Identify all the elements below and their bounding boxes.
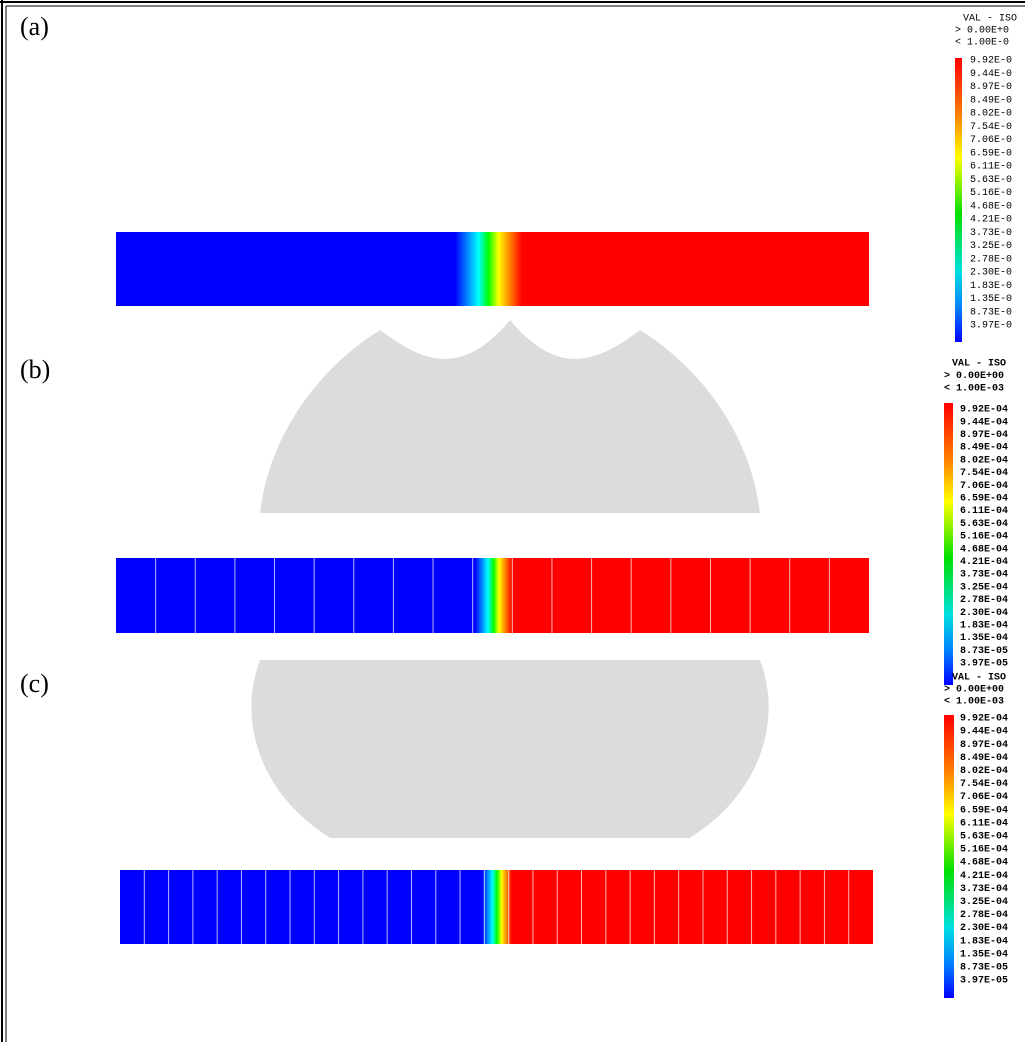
legend-level: 9.92E-0: [970, 56, 1012, 67]
legend-level: 3.73E-04: [960, 884, 1008, 895]
legend-level: 3.73E-0: [970, 228, 1012, 239]
legend-level: 8.73E-0: [970, 307, 1012, 318]
panel-label: (b): [20, 355, 50, 384]
legend-level: 3.25E-04: [960, 582, 1008, 593]
legend-level: 2.30E-04: [960, 608, 1008, 619]
legend-level: 3.97E-05: [960, 659, 1008, 670]
legend-level: 7.54E-04: [960, 779, 1008, 790]
legend-level: 4.68E-04: [960, 544, 1008, 555]
legend-level: 3.25E-04: [960, 897, 1008, 908]
contour-bar: [116, 558, 869, 633]
legend-range: > 0.00E+00: [944, 685, 1004, 696]
legend-level: 8.02E-0: [970, 109, 1012, 120]
legend-level: 8.73E-05: [960, 963, 1008, 974]
legend-level: 8.49E-04: [960, 443, 1008, 454]
legend-title: VAL - ISO: [952, 359, 1006, 370]
legend-level: 5.63E-0: [970, 175, 1012, 186]
legend-level: 2.78E-04: [960, 910, 1008, 921]
legend-level: 8.97E-04: [960, 430, 1008, 441]
legend-title: VAL - ISO: [963, 14, 1017, 25]
figure: (a)VAL - ISO> 0.00E+0< 1.00E-09.92E-09.4…: [0, 0, 1025, 1042]
legend-level: 1.35E-04: [960, 633, 1008, 644]
legend-level: 6.11E-0: [970, 162, 1012, 173]
legend-level: 6.59E-04: [960, 494, 1008, 505]
legend-title: VAL - ISO: [952, 673, 1006, 684]
legend-level: 4.68E-04: [960, 858, 1008, 869]
contour-bar: [116, 232, 869, 306]
legend-level: 8.97E-04: [960, 740, 1008, 751]
contour-bar: [120, 870, 873, 944]
legend-level: 4.68E-0: [970, 201, 1012, 212]
legend-range: < 1.00E-03: [944, 384, 1004, 395]
legend-level: 5.63E-04: [960, 832, 1008, 843]
page: {"panels": [ {"label": "(a)", "legend": …: [0, 0, 1025, 1042]
legend-range: > 0.00E+0: [955, 26, 1009, 37]
legend-level: 8.49E-0: [970, 95, 1012, 106]
legend: VAL - ISO> 0.00E+0< 1.00E-0 9.92E-0 9.44E-…: [955, 14, 1017, 342]
colorbar: [944, 715, 954, 998]
legend-level: 8.73E-05: [960, 646, 1008, 657]
legend-level: 2.30E-04: [960, 923, 1008, 934]
panel-label: (c): [20, 669, 49, 698]
legend-level: 4.21E-0: [970, 215, 1012, 226]
legend-level: 3.97E-0: [970, 321, 1012, 332]
legend-level: 8.02E-04: [960, 455, 1008, 466]
legend-level: 7.54E-0: [970, 122, 1012, 133]
colorbar: [944, 403, 953, 685]
legend-level: 1.83E-0: [970, 281, 1012, 292]
legend: VAL - ISO> 0.00E+00< 1.00E-039.92E-049.4…: [944, 359, 1008, 685]
legend-level: 5.63E-04: [960, 519, 1008, 530]
legend-level: 8.49E-04: [960, 753, 1008, 764]
colorbar: [955, 58, 962, 342]
legend-level: 8.02E-04: [960, 766, 1008, 777]
legend-level: 8.97E-0: [970, 82, 1012, 93]
legend-range: < 1.00E-03: [944, 697, 1004, 708]
legend-level: 6.59E-04: [960, 805, 1008, 816]
legend-level: 7.06E-04: [960, 481, 1008, 492]
legend-level: 1.35E-0: [970, 294, 1012, 305]
legend: VAL - ISO> 0.00E+00< 1.00E-03 9.92E-04 9.4…: [944, 673, 1008, 998]
legend-range: > 0.00E+00: [944, 371, 1004, 382]
legend-level: 7.06E-04: [960, 792, 1008, 803]
legend-level: 5.16E-0: [970, 188, 1012, 199]
legend-level: 3.73E-04: [960, 570, 1008, 581]
legend-level: 2.78E-0: [970, 254, 1012, 265]
legend-range: < 1.00E-0: [955, 38, 1009, 49]
legend-level: 9.44E-04: [960, 417, 1008, 428]
legend-level: 6.11E-04: [960, 818, 1008, 829]
legend-level: 9.44E-04: [960, 727, 1008, 738]
legend-level: 2.30E-0: [970, 268, 1012, 279]
legend-level: 9.44E-0: [970, 69, 1012, 80]
legend-level: 5.16E-04: [960, 845, 1008, 856]
legend-level: 6.59E-0: [970, 148, 1012, 159]
legend-level: 6.11E-04: [960, 506, 1008, 517]
legend-level: 5.16E-04: [960, 532, 1008, 543]
legend-level: 9.92E-04: [960, 714, 1008, 725]
panel-label: (a): [20, 12, 49, 41]
panel: (a) VAL - ISO> 0.00E+0< 1.00E-0 9.92E-0 9.4…: [20, 12, 1017, 342]
legend-level: 3.25E-0: [970, 241, 1012, 252]
legend-level: 2.78E-04: [960, 595, 1008, 606]
legend-level: 4.21E-04: [960, 557, 1008, 568]
legend-level: 4.21E-04: [960, 871, 1008, 882]
legend-level: 1.83E-04: [960, 936, 1008, 947]
legend-level: 1.83E-04: [960, 621, 1008, 632]
legend-level: 3.97E-05: [960, 976, 1008, 987]
legend-level: 9.92E-04: [960, 405, 1008, 416]
legend-level: 7.54E-04: [960, 468, 1008, 479]
legend-level: 7.06E-0: [970, 135, 1012, 146]
legend-level: 1.35E-04: [960, 949, 1008, 960]
